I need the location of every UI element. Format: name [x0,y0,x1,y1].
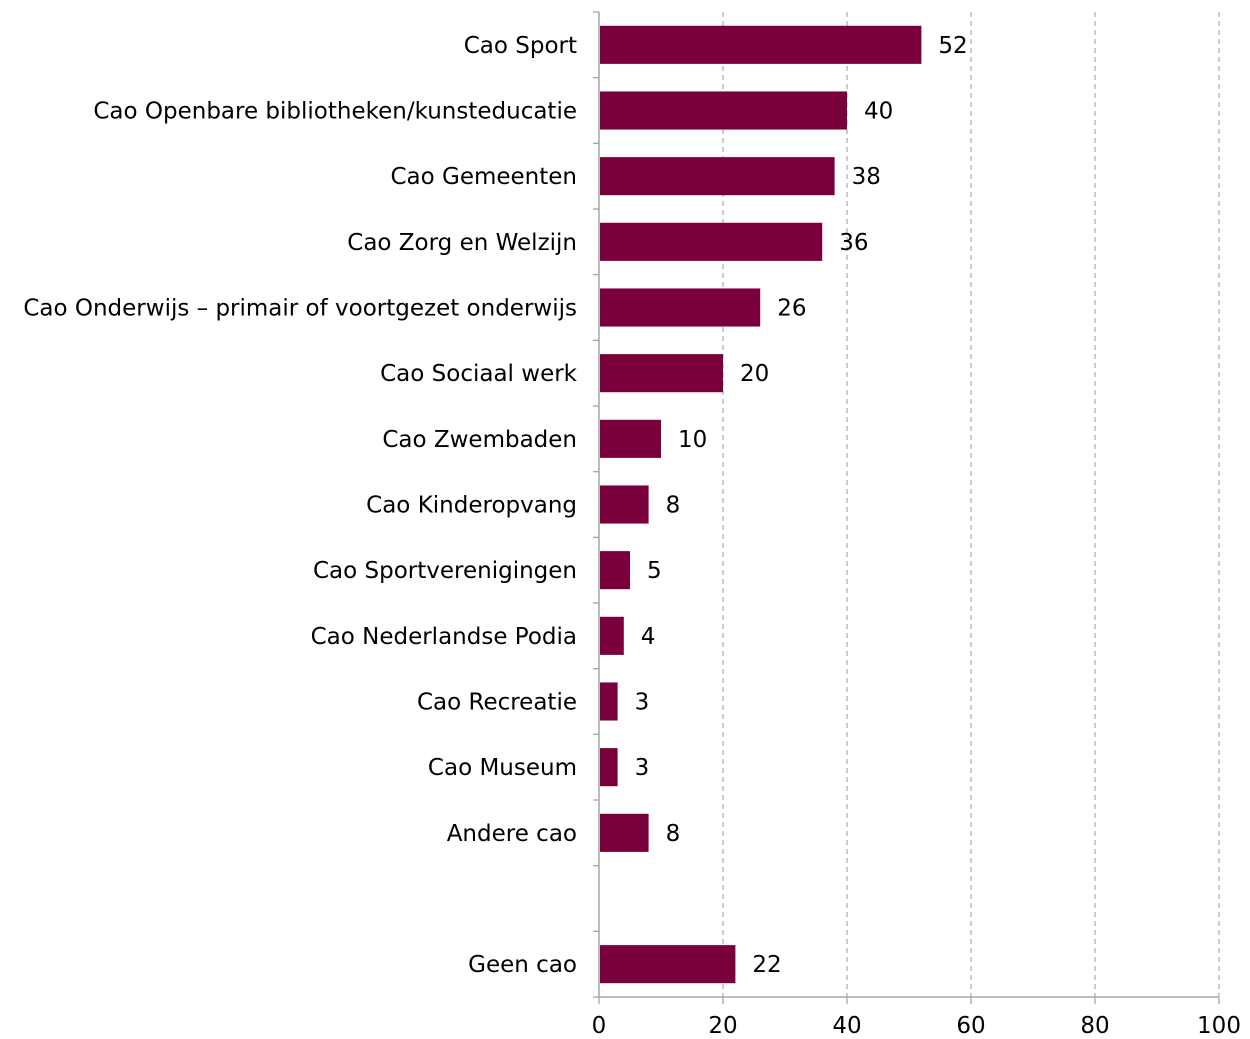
bar [600,616,624,655]
category-label: Cao Zwembaden [382,427,577,453]
category-label: Cao Sociaal werk [380,361,578,387]
value-label: 20 [740,361,769,387]
value-label: 38 [852,164,881,190]
x-tick-label: 100 [1197,1013,1241,1039]
category-label: Cao Recreatie [417,690,577,716]
category-label: Cao Sport [464,33,577,59]
bar [600,551,630,590]
value-label: 40 [864,99,893,125]
bars [600,25,922,984]
x-tick-label: 40 [832,1013,861,1039]
value-label: 3 [635,690,650,716]
value-label: 22 [752,952,781,978]
value-label: 4 [641,624,656,650]
axes [593,11,1220,1004]
category-label: Geen cao [468,952,577,978]
category-label: Cao Nederlandse Podia [311,624,577,650]
bar [600,91,847,130]
bar [600,288,761,327]
bar [600,945,736,984]
bar [600,419,661,458]
category-label: Cao Openbare bibliotheken/kunsteducatie [93,99,577,125]
bar [600,222,823,261]
x-tick-label: 80 [1080,1013,1109,1039]
value-label: 52 [938,33,967,59]
value-label: 3 [635,755,650,781]
bar [600,485,649,524]
bar [600,157,835,196]
labels: 0 20 40 60 80 100 Cao Sport 52 Cao Openbare bibl… [23,33,1241,1039]
value-label: 10 [678,427,707,453]
bar [600,813,649,852]
x-tick-label: 0 [592,1013,607,1039]
value-label: 36 [839,230,868,256]
bar [600,354,723,393]
category-label: Cao Gemeenten [390,164,577,190]
category-label: Cao Sportverenigingen [313,558,577,584]
category-label: Cao Kinderopvang [366,493,577,519]
category-label: Cao Museum [428,755,577,781]
x-tick-label: 20 [708,1013,737,1039]
category-label: Cao Onderwijs – primair of voortgezet on… [23,296,577,322]
value-label: 5 [647,558,662,584]
value-label: 8 [666,493,681,519]
bar [600,682,618,721]
category-label: Cao Zorg en Welzijn [347,230,577,256]
bar [600,748,618,787]
category-label: Andere cao [447,821,577,847]
x-tick-label: 60 [956,1013,985,1039]
bar [600,25,922,64]
value-label: 26 [777,296,806,322]
value-label: 8 [666,821,681,847]
